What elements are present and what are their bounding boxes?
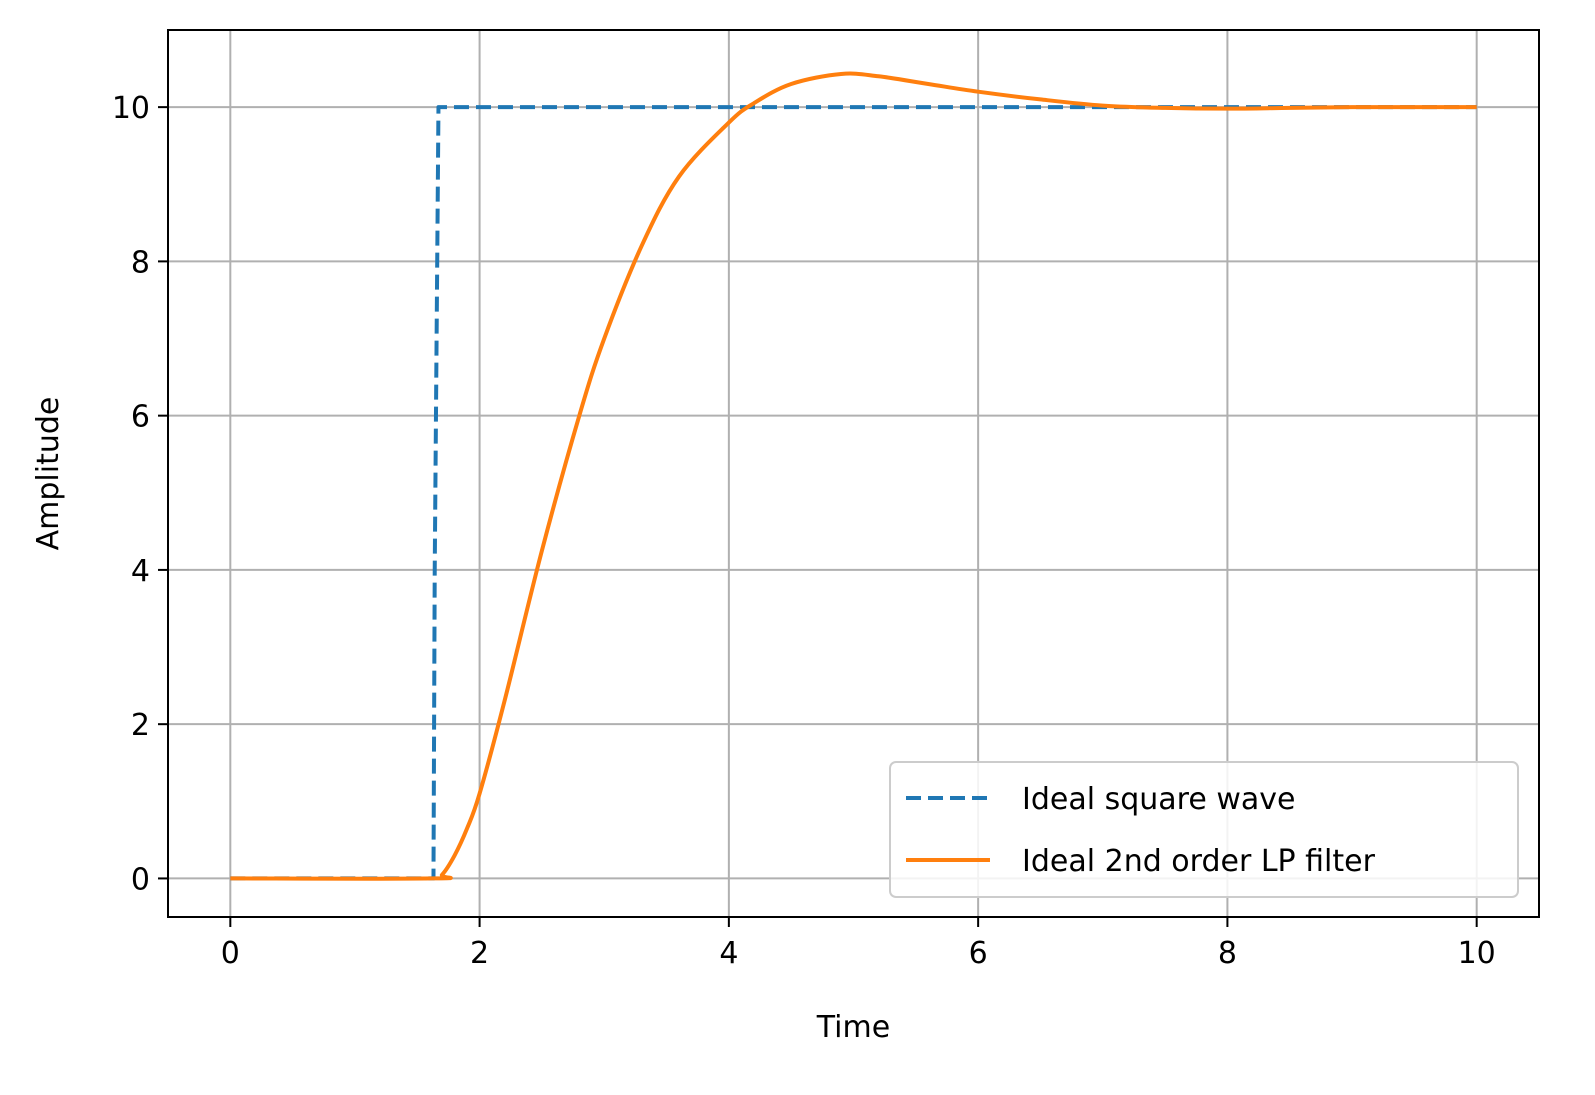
y-tick-label: 4: [131, 554, 150, 589]
x-tick-label: 8: [1218, 936, 1237, 971]
plot-frame: [167, 29, 1540, 918]
x-tick-label: 6: [969, 936, 988, 971]
legend: Ideal square wave Ideal 2nd order LP filt…: [889, 761, 1519, 898]
x-tick-label: 10: [1458, 936, 1496, 971]
x-tick-label: 4: [719, 936, 738, 971]
axis-ticks: 0 2 4 6 8 10 0 2 4 6 8 10: [112, 91, 1496, 971]
plot-series: [230, 71, 1477, 881]
legend-box: [889, 761, 1519, 898]
y-axis-label: Amplitude: [31, 397, 66, 551]
x-tick-label: 0: [221, 936, 240, 971]
y-tick-label: 6: [131, 400, 150, 435]
series-line-square-wave: [230, 105, 1477, 881]
legend-entry: Ideal square wave: [1022, 782, 1295, 817]
series-line-lp-filter: [230, 71, 1477, 881]
legend-entry: Ideal 2nd order LP filter: [1022, 844, 1376, 879]
y-tick-label: 8: [131, 245, 150, 280]
y-tick-label: 0: [131, 862, 150, 897]
y-tick-label: 2: [131, 708, 150, 743]
x-tick-label: 2: [470, 936, 489, 971]
y-tick-label: 10: [112, 91, 150, 126]
x-axis-label: Time: [816, 1010, 890, 1045]
